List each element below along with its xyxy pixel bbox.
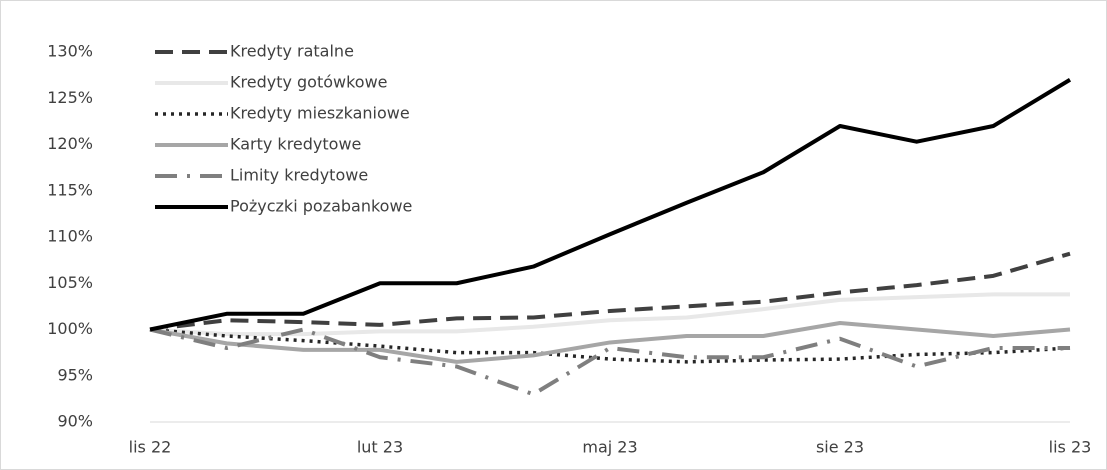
y-tick-label: 120% [47,134,93,153]
series-line [149,327,1071,364]
x-tick-label: maj 23 [582,438,637,457]
y-tick-label: 130% [47,42,93,61]
legend-label: Limity kredytowe [230,166,368,185]
legend-label: Kredyty mieszkaniowe [230,104,410,123]
y-tick-label: 95% [57,365,93,384]
x-tick-label: lis 23 [1049,438,1092,457]
series-line [149,321,1071,364]
legend-label: Kredyty gotówkowe [230,73,388,92]
y-tick-label: 105% [47,273,93,292]
legend-label: Kredyty ratalne [230,42,354,61]
y-tick-label: 110% [47,227,93,246]
series-line [149,78,1072,332]
series-line [149,292,1070,337]
y-tick-label: 90% [57,412,93,431]
legend-label: Pożyczki pozabankowe [230,197,412,216]
y-tick-label: 125% [47,88,93,107]
x-tick-label: lut 23 [357,438,403,457]
y-tick-label: 115% [47,180,93,199]
series-line [149,251,1071,332]
legend-label: Karty kredytowe [230,135,361,154]
x-tick-label: sie 23 [816,438,864,457]
y-tick-label: 100% [47,319,93,338]
x-tick-label: lis 22 [129,438,172,457]
